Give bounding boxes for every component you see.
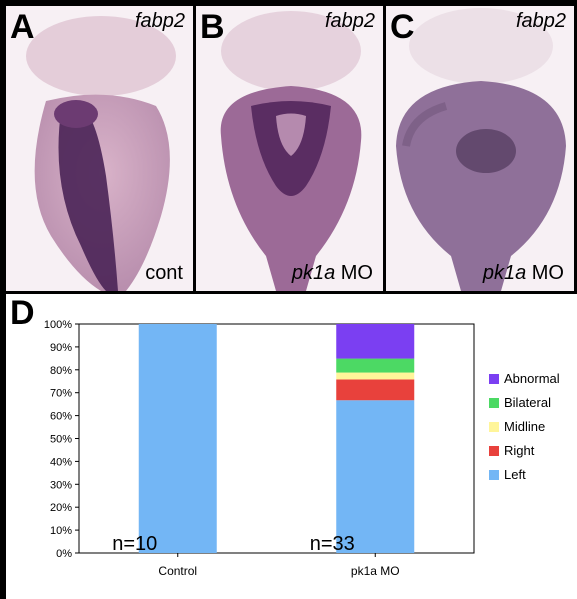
bar-segment-bilateral <box>336 358 415 373</box>
y-tick-label: 30% <box>50 479 72 491</box>
x-tick-label: Control <box>158 564 197 578</box>
panel-a-condition-label: cont <box>145 262 183 285</box>
panel-d-chart: 0% 10% 20% 30% 40% 50% 60% 70% 80% 90% 100% Control… <box>6 294 577 599</box>
stacked-bar-chart: 0% 10% 20% 30% 40% 50% 60% 70% 80% 90% 100% Control… <box>44 319 560 578</box>
y-tick-label: 10% <box>50 525 72 537</box>
y-tick-label: 70% <box>50 388 72 400</box>
legend-swatch-bilateral <box>489 398 499 408</box>
panel-b-condition-label: pk1a MO <box>292 262 373 285</box>
x-tick-label: pk1a MO <box>351 564 400 578</box>
legend-swatch-right <box>489 446 499 456</box>
plot-area <box>78 323 475 554</box>
embryo-illustration-b <box>196 6 383 291</box>
y-tick-label: 80% <box>50 365 72 377</box>
panel-b-letter: B <box>200 8 225 46</box>
legend-swatch-midline <box>489 422 499 432</box>
y-tick-label: 90% <box>50 342 72 354</box>
legend-label-left: Left <box>504 467 526 482</box>
sample-count-label: n=33 <box>310 533 355 555</box>
bar-segment-left <box>138 324 217 553</box>
panel-b-image: B fabp2 pk1a MO <box>196 6 383 291</box>
panel-b-condition-text: MO <box>335 262 373 284</box>
bar-segment-midline <box>336 372 415 380</box>
y-tick-label: 100% <box>44 319 72 331</box>
panel-d-letter: D <box>10 294 35 332</box>
panel-c-letter: C <box>390 8 415 46</box>
panel-b-gene-label: fabp2 <box>324 10 375 32</box>
legend-swatch-abnormal <box>489 374 499 384</box>
legend-swatch-left <box>489 470 499 480</box>
panel-c-gene-label: fabp2 <box>515 10 566 32</box>
panel-c-image: C fabp2 pk1a MO <box>386 6 574 291</box>
embryo-illustration-c <box>386 6 574 291</box>
panel-b-condition-italic: pk1a <box>291 262 336 284</box>
legend-label-bilateral: Bilateral <box>504 395 551 410</box>
panel-a-letter: A <box>10 8 35 46</box>
y-tick-label: 40% <box>50 456 72 468</box>
panel-a-condition-text: cont <box>145 262 183 284</box>
panel-c-condition-label: pk1a MO <box>483 262 564 285</box>
panel-c-condition-text: MO <box>526 262 564 284</box>
panel-c-condition-italic: pk1a <box>482 262 527 284</box>
bar-segment-right <box>336 379 415 401</box>
sample-count-label: n=10 <box>112 533 157 555</box>
y-tick-label: 0% <box>56 548 72 560</box>
legend-label-right: Right <box>504 443 535 458</box>
y-tick-label: 20% <box>50 502 72 514</box>
legend-label-abnormal: Abnormal <box>504 371 560 386</box>
y-tick-label: 50% <box>50 434 72 446</box>
panel-a-image: A fabp2 cont <box>6 6 193 291</box>
bar-segment-left <box>336 400 415 553</box>
embryo-illustration-a <box>6 6 193 291</box>
panel-a-gene-label: fabp2 <box>134 10 185 32</box>
y-tick-label: 60% <box>50 411 72 423</box>
bar-segment-abnormal <box>336 324 415 359</box>
legend-label-midline: Midline <box>504 419 545 434</box>
